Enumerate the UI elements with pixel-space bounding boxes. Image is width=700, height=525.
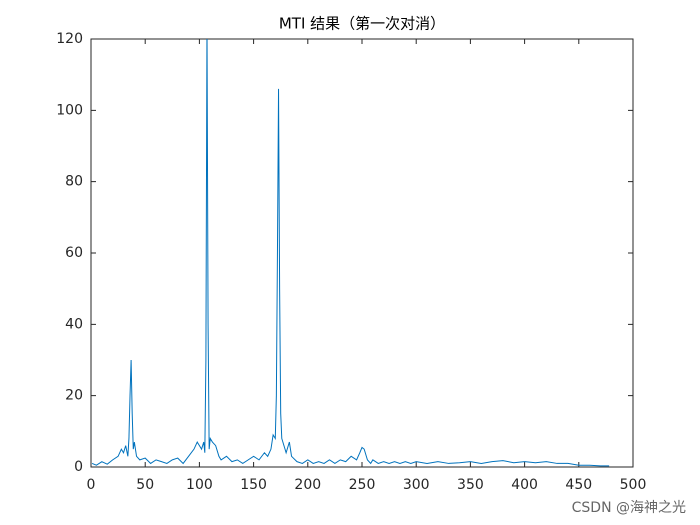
- plot-box: [90, 38, 634, 468]
- x-tick-label: 0: [87, 477, 96, 493]
- chart-title: MTI 结果（第一次对消）: [279, 15, 445, 33]
- x-tick-label: 350: [457, 477, 484, 493]
- x-tick-label: 200: [294, 477, 321, 493]
- y-tick-label: 120: [56, 31, 83, 47]
- watermark: CSDN @海神之光: [572, 500, 686, 516]
- x-tick-label: 400: [511, 477, 538, 493]
- x-tick-label: 100: [186, 477, 213, 493]
- x-tick-label: 150: [240, 477, 267, 493]
- y-tick-label: 80: [65, 174, 83, 190]
- data-line: [91, 39, 610, 467]
- x-tick-label: 50: [136, 477, 154, 493]
- x-tick-label: 500: [620, 477, 647, 493]
- y-tick-label: 100: [56, 102, 83, 118]
- x-tick-label: 250: [349, 477, 376, 493]
- x-tick-label: 300: [403, 477, 430, 493]
- x-tick-label: 450: [565, 477, 592, 493]
- y-tick-label: 40: [65, 316, 83, 332]
- y-tick-label: 60: [65, 245, 83, 261]
- y-tick-label: 0: [74, 459, 83, 475]
- y-tick-label: 20: [65, 388, 83, 404]
